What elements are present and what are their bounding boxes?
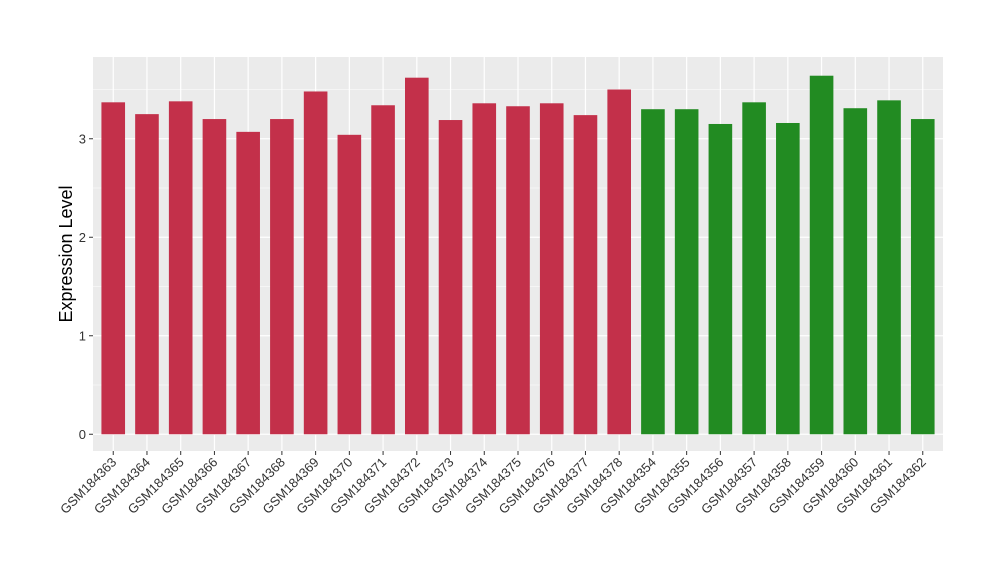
bar — [742, 102, 766, 435]
bars — [101, 75, 935, 435]
bar — [337, 134, 362, 435]
y-tick-label: 3 — [79, 131, 86, 146]
bar — [641, 109, 665, 435]
bar — [776, 122, 800, 435]
bar — [438, 120, 463, 435]
bar — [405, 77, 429, 435]
y-axis-ticks: 0 1 2 3 — [79, 131, 93, 442]
bar — [506, 106, 530, 435]
y-tick-label: 1 — [79, 328, 86, 343]
bar — [607, 89, 631, 435]
bar — [236, 131, 260, 435]
bar — [539, 103, 564, 435]
bar — [101, 102, 126, 435]
y-axis-title: Expression Level — [56, 185, 76, 322]
bar — [303, 91, 328, 435]
y-tick-label: 0 — [79, 427, 86, 442]
bar — [270, 119, 294, 435]
y-tick-label: 2 — [79, 230, 86, 245]
x-axis-ticks: GSM184363GSM184364GSM184365GSM184366GSM1… — [57, 451, 929, 517]
bar — [472, 103, 497, 435]
bar — [877, 100, 901, 435]
bar — [573, 115, 598, 435]
bar — [809, 75, 834, 435]
bar — [708, 123, 733, 435]
bar — [202, 119, 227, 435]
bar — [843, 108, 868, 435]
bar — [371, 105, 395, 435]
bar — [910, 119, 935, 435]
bar — [168, 101, 193, 435]
bar — [135, 114, 159, 435]
bar — [674, 109, 699, 435]
